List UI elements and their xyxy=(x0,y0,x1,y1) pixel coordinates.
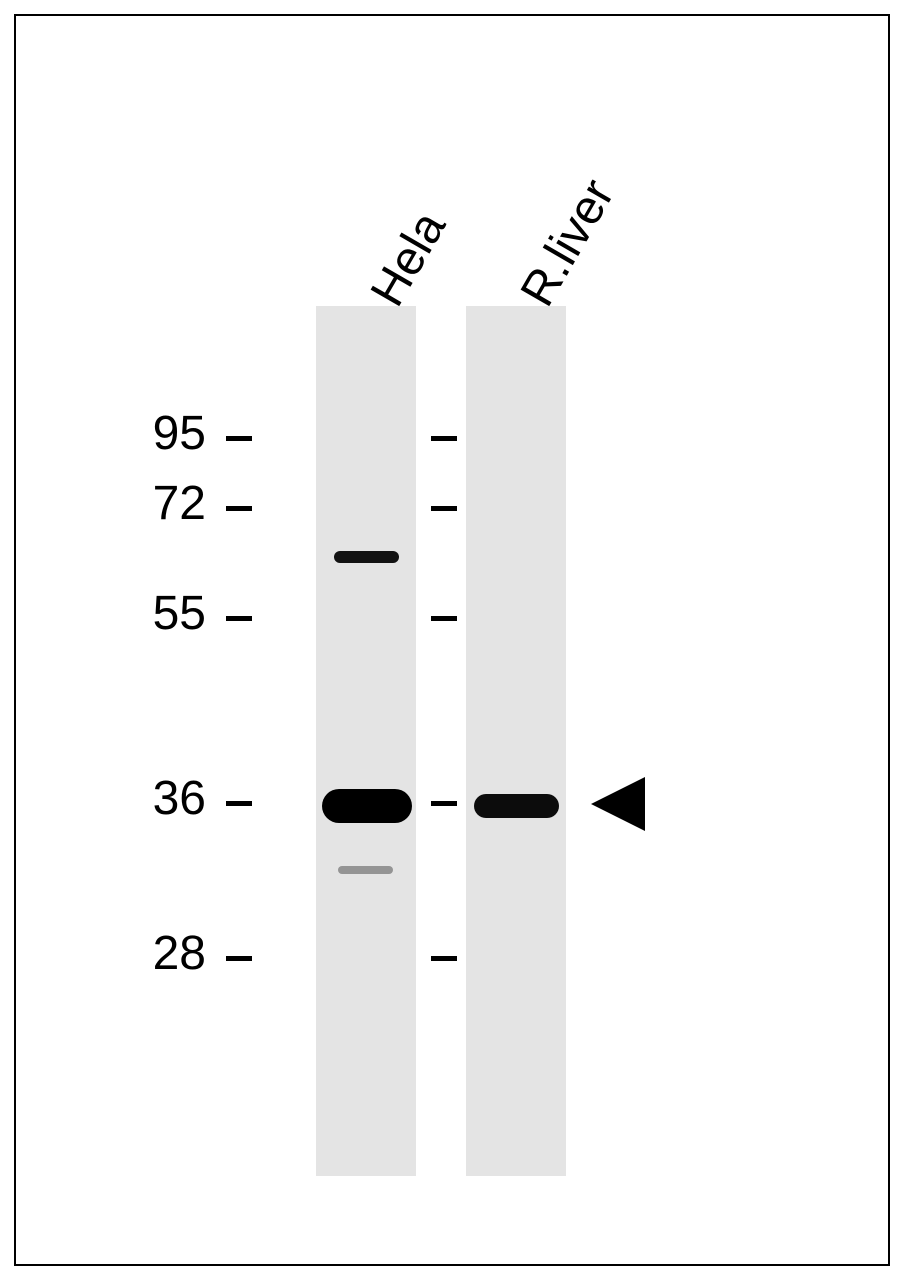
mw-label-55: 55 xyxy=(106,586,206,641)
mw-tick xyxy=(226,506,252,511)
blot-band xyxy=(334,551,399,563)
blot-lane-hela xyxy=(316,306,416,1176)
mw-label-72: 72 xyxy=(106,476,206,531)
blot-band xyxy=(338,866,393,874)
mw-tick xyxy=(226,956,252,961)
mw-tick xyxy=(226,616,252,621)
target-band-arrow-icon xyxy=(591,777,645,831)
mw-label-95: 95 xyxy=(106,406,206,461)
lane-label-rliver: R.liver xyxy=(510,170,626,315)
mw-tick xyxy=(226,801,252,806)
mw-tick xyxy=(431,801,457,806)
mw-tick xyxy=(431,956,457,961)
blot-lane-rliver xyxy=(466,306,566,1176)
mw-tick xyxy=(431,506,457,511)
mw-tick xyxy=(431,436,457,441)
mw-tick xyxy=(431,616,457,621)
mw-label-36: 36 xyxy=(106,771,206,826)
blot-band xyxy=(322,789,412,823)
mw-tick xyxy=(226,436,252,441)
mw-label-28: 28 xyxy=(106,926,206,981)
blot-band xyxy=(474,794,559,818)
lane-label-hela: Hela xyxy=(360,203,457,316)
image-frame: Hela R.liver 95 72 55 36 28 xyxy=(14,14,890,1266)
